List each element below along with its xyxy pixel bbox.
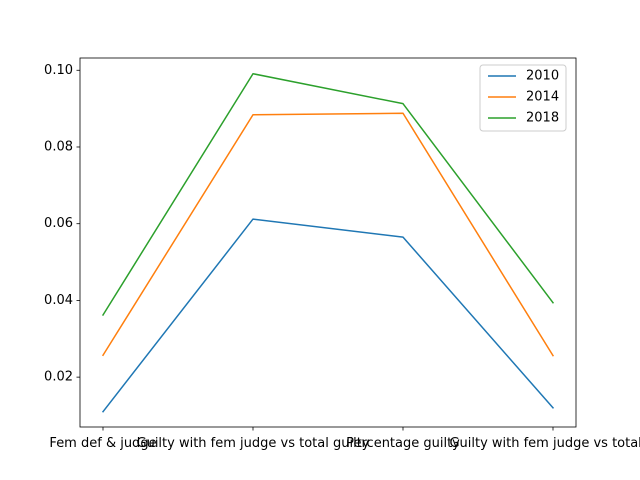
legend-label-2014: 2014	[526, 90, 559, 105]
x-tick-label: Percentage guilty	[346, 436, 460, 451]
series-line-2010	[101, 218, 555, 413]
x-tick-label: Fem def & judge	[49, 436, 156, 451]
series-line-2014	[101, 112, 555, 357]
y-tick-label: 0.06	[44, 216, 73, 231]
y-tick-label: 0.10	[44, 63, 73, 78]
axes-frame	[79, 57, 577, 428]
legend-label-2018: 2018	[526, 111, 559, 126]
y-tick-label: 0.08	[44, 139, 73, 154]
plot-area	[101, 72, 555, 413]
legend-label-2010: 2010	[526, 69, 559, 84]
y-tick-label: 0.04	[44, 293, 73, 308]
x-tick-label: Guilty with fem judge vs total w	[449, 436, 640, 451]
x-tick-label: Guilty with fem judge vs total guilty	[137, 436, 370, 451]
y-tick-label: 0.02	[44, 370, 73, 385]
legend-box	[479, 64, 567, 132]
legend: 2010 2014 2018	[479, 64, 567, 132]
series-line-2018	[101, 72, 555, 317]
